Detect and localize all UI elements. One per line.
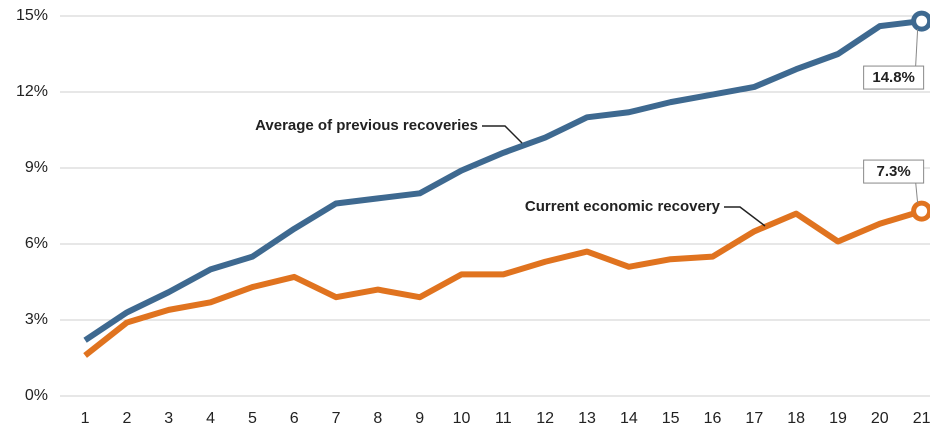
x-tick-label: 6: [290, 410, 299, 427]
y-tick-label: 0%: [25, 387, 48, 404]
y-tick-label: 9%: [25, 159, 48, 176]
series-label-leader: [482, 125, 523, 144]
x-tick-label: 13: [578, 410, 596, 427]
series-label: Average of previous recoveries: [255, 117, 478, 134]
y-tick-label: 15%: [16, 7, 48, 24]
label-leader: [915, 182, 919, 204]
y-tick-label: 12%: [16, 83, 48, 100]
x-tick-label: 1: [81, 410, 90, 427]
x-tick-label: 15: [662, 410, 680, 427]
y-tick-label: 3%: [25, 311, 48, 328]
series-label: Current economic recovery: [525, 198, 721, 215]
x-tick-label: 3: [164, 410, 173, 427]
x-tick-label: 12: [536, 410, 554, 427]
series-label-leader: [724, 206, 766, 227]
x-tick-label: 10: [453, 410, 471, 427]
end-marker: [911, 10, 930, 32]
x-tick-label: 11: [495, 410, 512, 427]
value-label-box: [863, 65, 925, 90]
x-tick-label: 21: [913, 410, 930, 427]
series-line: [83, 18, 922, 343]
x-tick-label: 17: [745, 410, 763, 427]
label-leader: [915, 29, 919, 67]
x-tick-label: 19: [829, 410, 847, 427]
value-label-box: [863, 159, 925, 184]
x-tick-label: 8: [373, 410, 382, 427]
y-tick-label: 6%: [25, 235, 48, 252]
x-tick-label: 9: [415, 410, 424, 427]
x-tick-label: 4: [206, 410, 215, 427]
end-marker: [911, 200, 930, 222]
x-tick-label: 14: [620, 410, 638, 427]
x-tick-label: 20: [871, 410, 889, 427]
value-label: 14.8%: [872, 69, 915, 86]
series-line: [83, 208, 923, 358]
x-tick-label: 7: [332, 410, 341, 427]
x-tick-label: 5: [248, 410, 257, 427]
value-label: 7.3%: [877, 163, 911, 180]
x-tick-label: 2: [122, 410, 131, 427]
x-tick-label: 18: [787, 410, 805, 427]
x-tick-label: 16: [704, 410, 722, 427]
